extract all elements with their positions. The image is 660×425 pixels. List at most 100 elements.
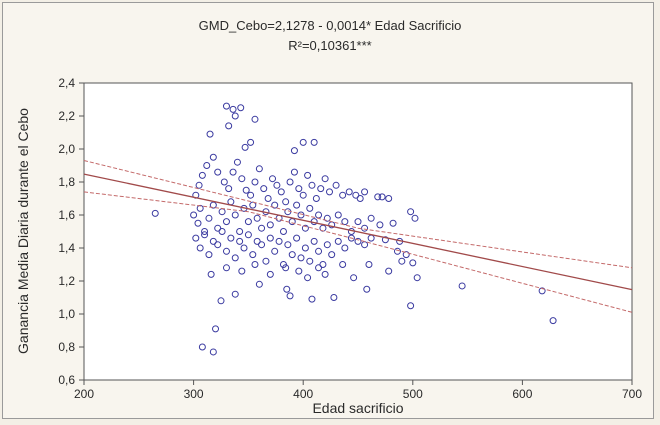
data-point	[217, 297, 225, 305]
data-point	[312, 195, 320, 202]
data-point	[315, 264, 323, 272]
y-tick-label: 1,0	[58, 307, 75, 321]
data-point	[411, 214, 419, 222]
y-tick-label: 2,2	[58, 109, 75, 123]
data-point	[385, 267, 393, 275]
data-point	[229, 105, 237, 113]
data-point	[293, 201, 301, 209]
data-point	[381, 236, 389, 244]
data-point	[341, 218, 349, 226]
data-point	[538, 287, 546, 295]
data-point	[315, 247, 323, 255]
data-point	[220, 178, 228, 186]
data-point	[361, 188, 369, 196]
data-point	[549, 317, 557, 325]
y-tick-label: 1,6	[58, 208, 75, 222]
data-point	[264, 195, 272, 202]
x-tick-label: 200	[74, 387, 94, 401]
x-tick-label: 300	[184, 387, 204, 401]
data-point	[249, 201, 257, 209]
data-point	[231, 211, 239, 219]
data-point	[376, 221, 384, 229]
data-point	[409, 259, 417, 267]
data-point	[247, 191, 255, 199]
data-point	[205, 214, 213, 222]
data-point	[231, 290, 239, 298]
data-point	[266, 270, 274, 278]
data-point	[262, 257, 270, 265]
data-point	[214, 168, 222, 176]
y-tick-label: 0,8	[58, 340, 75, 354]
data-point	[290, 147, 298, 155]
data-point	[227, 234, 235, 242]
data-point	[367, 214, 375, 222]
y-axis-label: Ganancia Media Diaria durante el Cebo	[15, 108, 31, 354]
data-point	[251, 178, 259, 186]
data-point	[295, 267, 303, 275]
data-point	[407, 208, 415, 216]
y-tick-label: 2,4	[58, 76, 75, 90]
data-point	[339, 191, 347, 199]
data-point	[209, 237, 217, 245]
data-point	[205, 251, 213, 259]
y-tick-label: 1,2	[58, 274, 75, 288]
y-tick-label: 0,6	[58, 373, 75, 387]
data-point	[458, 282, 466, 290]
data-point	[341, 244, 349, 252]
data-point	[271, 247, 279, 255]
data-point	[198, 171, 206, 179]
data-point	[244, 231, 252, 239]
data-point	[354, 218, 362, 226]
data-point	[339, 261, 347, 268]
x-tick-label: 400	[293, 387, 313, 401]
data-point	[365, 261, 373, 268]
data-point	[231, 254, 239, 262]
data-point	[321, 270, 329, 278]
data-point	[301, 244, 309, 252]
data-point	[284, 241, 292, 249]
data-point	[345, 188, 353, 196]
x-axis-label: Edad sacrificio	[312, 400, 403, 416]
data-point	[308, 181, 316, 189]
data-point	[236, 228, 244, 235]
data-point	[352, 191, 360, 199]
data-point	[363, 285, 371, 293]
data-point	[389, 219, 397, 227]
data-point	[209, 153, 217, 161]
data-point	[356, 195, 364, 202]
data-point	[326, 188, 334, 196]
data-point	[222, 102, 230, 110]
data-point	[330, 294, 338, 301]
data-point	[198, 343, 206, 351]
data-point	[258, 241, 266, 249]
data-point	[299, 138, 307, 146]
data-point	[214, 241, 222, 249]
data-point	[195, 181, 203, 189]
data-point	[378, 193, 386, 201]
data-point	[288, 251, 296, 259]
data-point	[222, 264, 230, 272]
chart-title: GMD_Cebo=2,1278 - 0,0014* Edad Sacrifici…	[198, 18, 462, 33]
y-tick-label: 2,0	[58, 142, 75, 156]
data-point	[321, 175, 329, 183]
data-point	[271, 201, 279, 209]
data-point	[334, 211, 342, 219]
data-point	[222, 218, 230, 226]
data-point	[299, 191, 307, 199]
data-point	[192, 234, 200, 242]
data-point	[304, 171, 312, 179]
data-point	[237, 104, 245, 112]
data-point	[151, 209, 159, 217]
data-point	[374, 193, 382, 201]
data-point	[297, 254, 305, 262]
data-point	[393, 247, 401, 255]
data-point	[206, 130, 214, 138]
data-point	[310, 237, 318, 245]
data-point	[283, 285, 291, 293]
data-point	[222, 247, 230, 255]
data-point	[402, 251, 410, 259]
data-point	[207, 270, 215, 278]
data-point	[229, 168, 237, 176]
data-point	[255, 165, 263, 173]
